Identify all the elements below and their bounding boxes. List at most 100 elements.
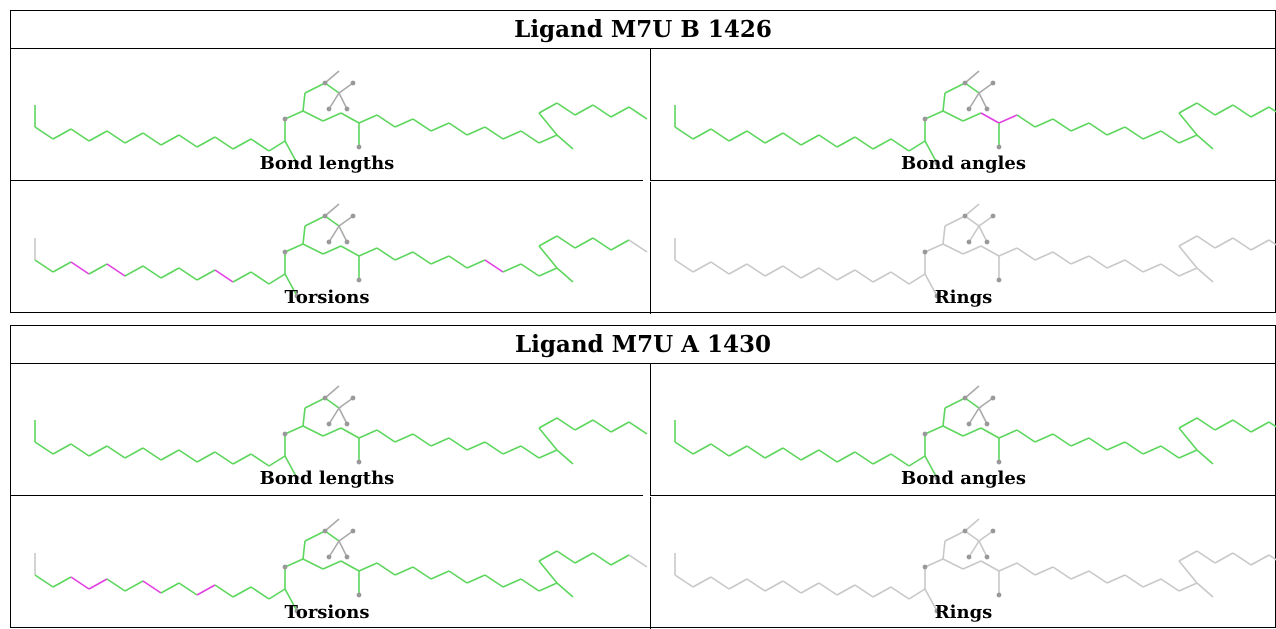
- branch-bond: [978, 530, 994, 542]
- bond: [322, 560, 342, 570]
- bond: [538, 235, 558, 247]
- bond: [394, 118, 414, 128]
- branch-bond: [978, 92, 988, 110]
- bond: [1178, 550, 1198, 562]
- bond: [556, 417, 576, 431]
- branch-bond: [324, 215, 340, 227]
- bond: [1034, 566, 1054, 576]
- bond: [1106, 441, 1126, 451]
- branch-bond: [556, 582, 574, 598]
- bond: [1214, 104, 1234, 116]
- bond: [250, 586, 270, 600]
- bond: [1232, 237, 1252, 251]
- bond: [250, 453, 270, 467]
- branch-bond: [284, 273, 298, 297]
- bond: [70, 261, 90, 275]
- bond: [302, 110, 324, 122]
- cell-label: Bond lengths: [259, 153, 395, 174]
- bond: [448, 255, 468, 269]
- bond: [962, 112, 982, 122]
- cell-label: Torsions: [284, 602, 370, 623]
- bond: [1088, 437, 1108, 451]
- bond: [818, 134, 838, 148]
- bond: [538, 449, 558, 459]
- bond: [284, 110, 304, 120]
- atom: [294, 608, 300, 614]
- branch-bond: [978, 225, 988, 243]
- bond: [710, 443, 730, 457]
- bond: [1232, 552, 1252, 566]
- bond: [430, 437, 450, 447]
- atom: [984, 554, 990, 560]
- bond: [538, 102, 558, 114]
- branch-bond: [942, 407, 946, 427]
- bond: [1016, 114, 1036, 128]
- atom: [322, 528, 328, 534]
- bond: [1106, 574, 1126, 584]
- bond: [34, 574, 54, 588]
- branch-bond: [942, 225, 946, 245]
- branch-bond: [1196, 134, 1214, 150]
- bond: [728, 445, 748, 457]
- atom: [350, 80, 356, 86]
- atom: [962, 213, 968, 219]
- atom: [922, 249, 928, 255]
- bond: [592, 552, 612, 566]
- bond: [484, 259, 504, 273]
- bond: [1052, 118, 1072, 132]
- bond: [502, 445, 522, 455]
- bond: [196, 451, 216, 463]
- bond: [854, 451, 874, 465]
- bond: [466, 574, 486, 584]
- bond: [818, 582, 838, 596]
- branch-bond: [324, 385, 340, 399]
- bond: [1178, 245, 1198, 269]
- bond: [232, 271, 252, 283]
- bond: [872, 453, 892, 465]
- bond: [1052, 433, 1072, 447]
- bond: [1196, 235, 1216, 249]
- bond: [1178, 449, 1198, 459]
- bond: [340, 560, 360, 572]
- bond: [728, 130, 748, 142]
- branch-bond: [924, 588, 938, 612]
- bond: [610, 106, 630, 118]
- bond: [1268, 239, 1276, 246]
- bond: [340, 112, 360, 124]
- atom: [326, 421, 332, 427]
- bond: [52, 443, 72, 455]
- branch-bond: [964, 82, 980, 94]
- bond: [628, 421, 648, 435]
- branch-bond: [284, 588, 298, 612]
- bond: [924, 243, 944, 253]
- atom: [996, 277, 1002, 283]
- bond: [854, 269, 874, 283]
- bond: [106, 445, 126, 459]
- atom: [922, 431, 928, 437]
- molecule-diagram: [34, 70, 648, 166]
- bond: [1268, 554, 1276, 561]
- atom: [966, 421, 972, 427]
- bond: [268, 140, 286, 152]
- bond: [746, 445, 766, 459]
- branch-bond: [302, 225, 306, 245]
- branch-bond: [924, 273, 938, 297]
- bond: [674, 126, 694, 140]
- ligand-panel: Ligand M7U B 1426 Bond lengths Bond angl…: [10, 10, 1276, 314]
- bond: [592, 104, 612, 118]
- bond: [1088, 570, 1108, 584]
- bond: [872, 138, 892, 150]
- atom: [356, 144, 362, 150]
- bond: [924, 110, 944, 120]
- bond: [1124, 259, 1144, 273]
- bond: [322, 427, 342, 437]
- bond: [448, 122, 468, 136]
- bond: [70, 576, 90, 590]
- atom: [990, 80, 996, 86]
- bond: [1106, 126, 1126, 136]
- atom: [966, 554, 972, 560]
- branch-bond: [338, 530, 354, 542]
- atom: [990, 528, 996, 534]
- bond: [890, 271, 910, 285]
- bond: [358, 247, 378, 257]
